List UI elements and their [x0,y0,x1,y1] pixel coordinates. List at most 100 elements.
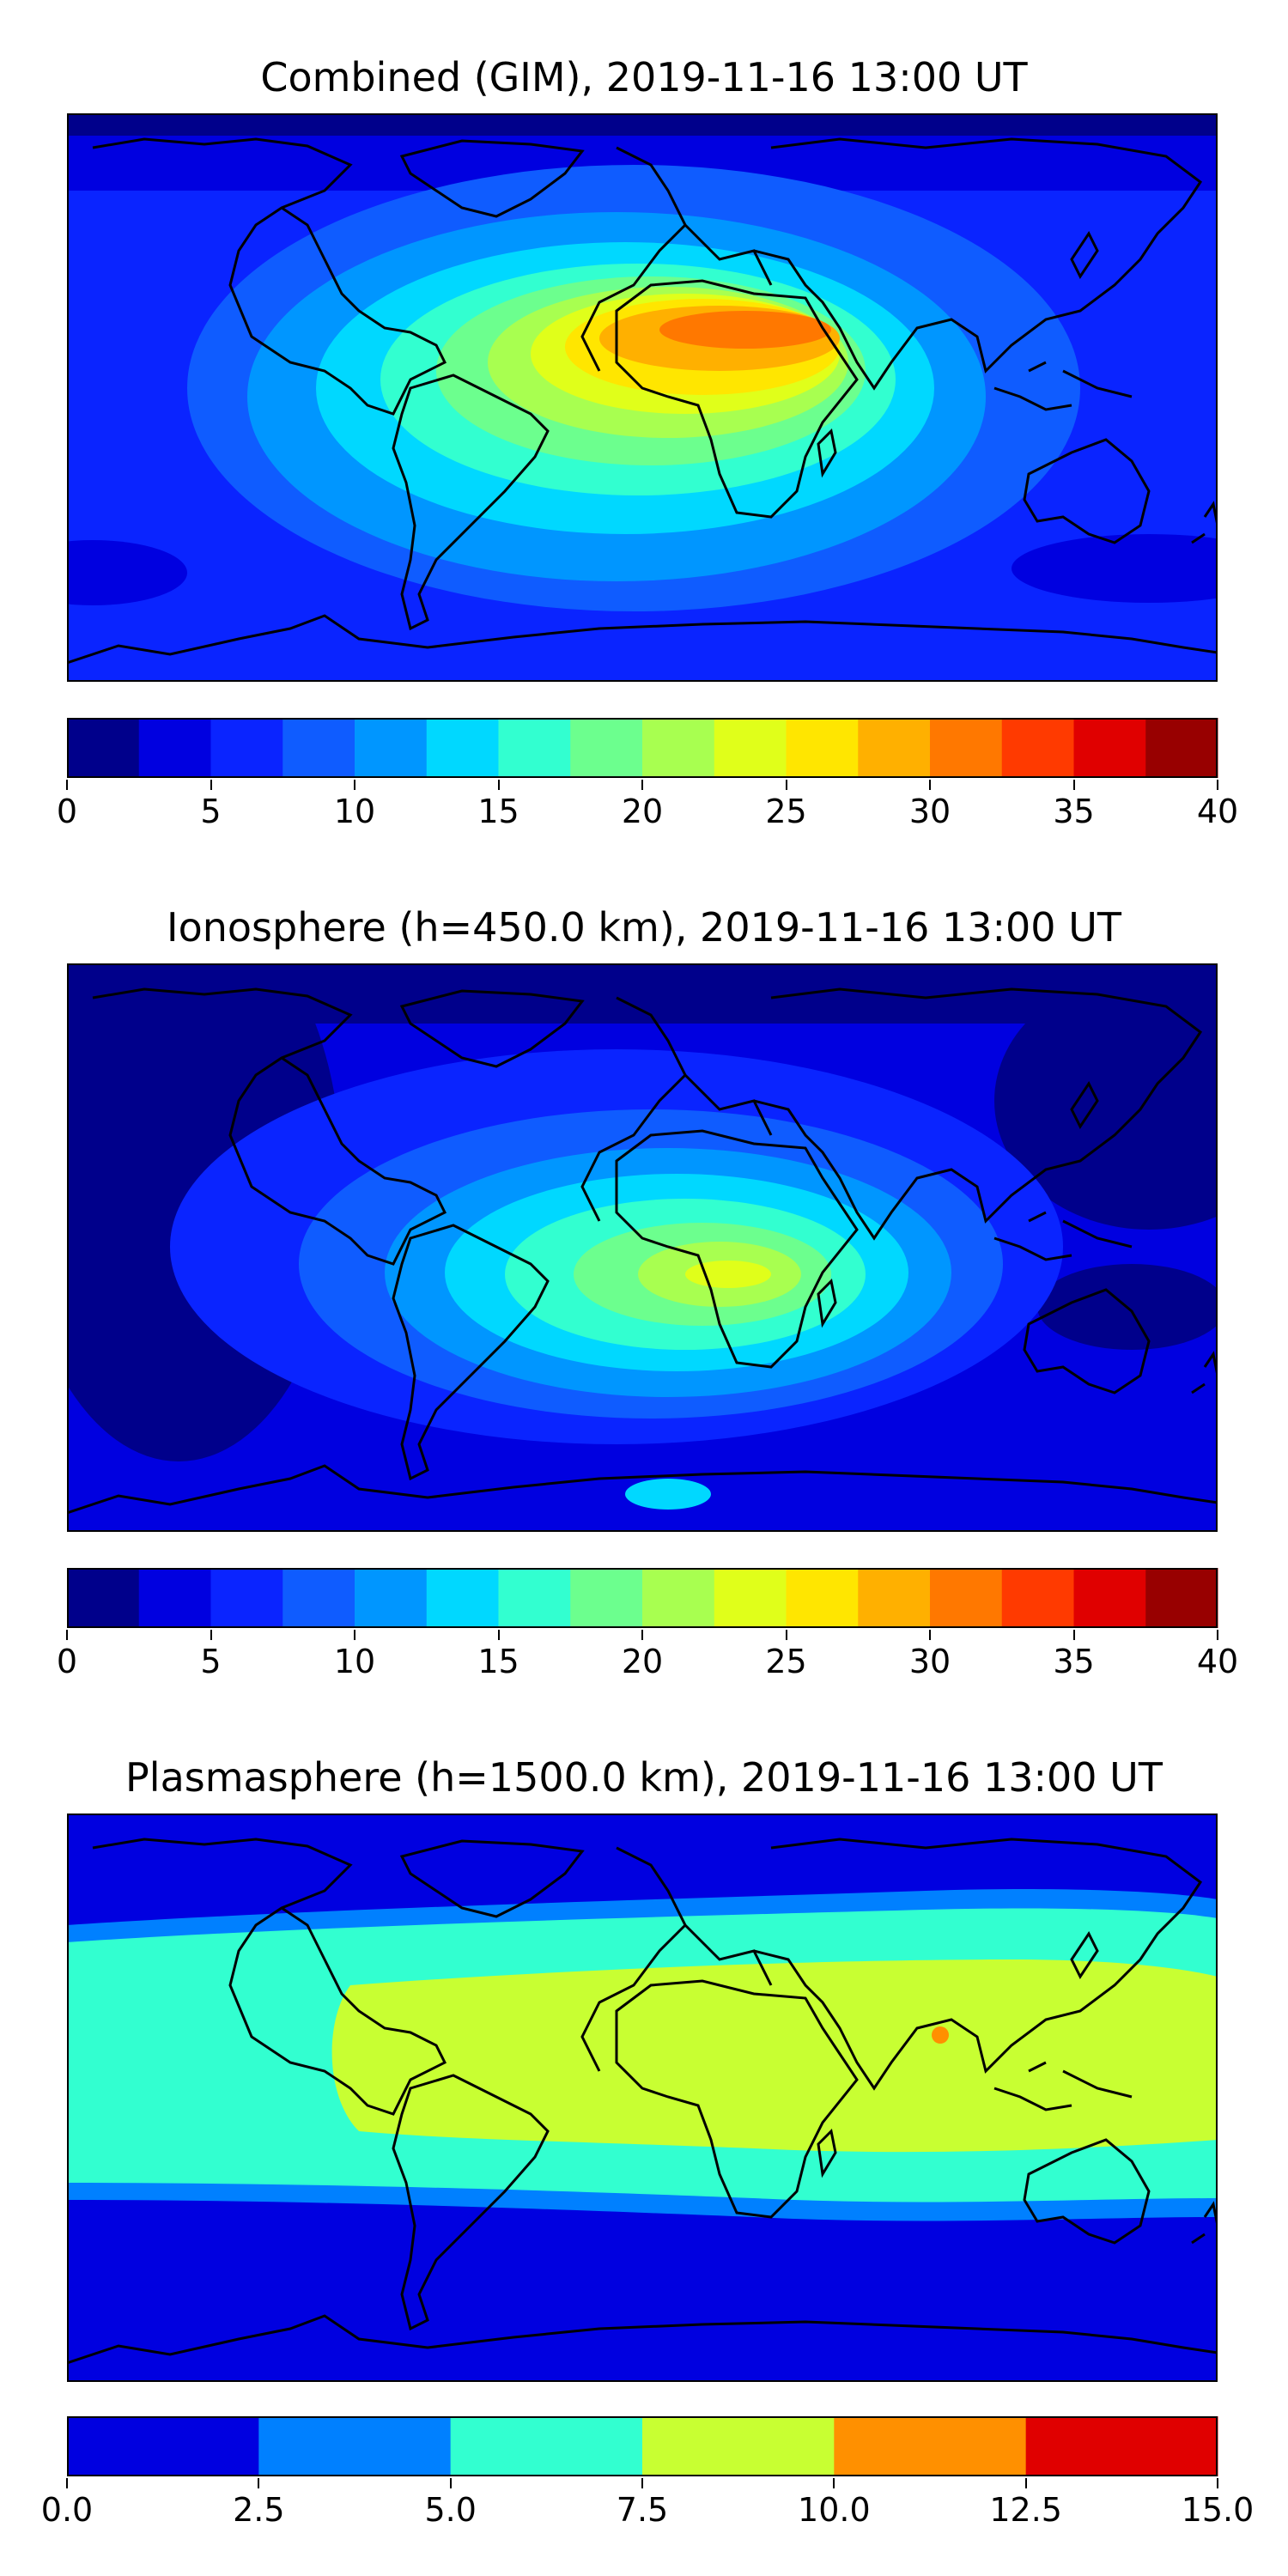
colorbar-tick-mark [1217,2478,1218,2488]
colorbar-tick-mark [929,780,931,790]
colorbar-band [426,1568,499,1628]
colorbar-band [138,1568,211,1628]
colorbar-band [1073,1568,1146,1628]
colorbar-tick-label: 15 [477,1643,519,1680]
colorbar-band [355,1568,428,1628]
plasmasphere-map [67,1814,1218,2382]
colorbar-band [570,1568,643,1628]
colorbar-tick-label: 25 [765,793,807,830]
colorbar-tick-label: 35 [1053,1643,1095,1680]
colorbar-tick-mark [258,2478,260,2488]
colorbar-band [355,718,428,778]
colorbar-tick-label: 0 [56,793,78,830]
colorbar-tick-mark [641,1630,643,1640]
colorbar-band [1073,718,1146,778]
colorbar-band [67,1568,140,1628]
colorbar-tick-mark [1072,780,1075,790]
colorbar-tick-label: 5 [200,793,222,830]
colorbar-band [67,718,140,778]
colorbar-tick-label: 20 [621,1643,664,1680]
plasmasphere-colorbar [67,2416,1218,2476]
colorbar-tick-label: 0 [56,1643,78,1680]
colorbar-tick-label: 10.0 [798,2491,871,2529]
colorbar-band [1145,718,1218,778]
colorbar-band [642,2416,835,2476]
colorbar-tick-label: 0.0 [40,2491,94,2529]
colorbar-tick-mark [354,1630,355,1640]
combined-colorbar-ticks: 0 5 10 15 20 25 30 35 40 [0,780,1288,835]
colorbar-tick-label: 10 [333,793,376,830]
colorbar-band [67,2416,259,2476]
colorbar-tick-mark [449,2478,452,2488]
colorbar-band [258,2416,452,2476]
colorbar-tick-label: 40 [1196,793,1239,830]
ionosphere-colorbar [67,1568,1218,1628]
colorbar-band [642,718,715,778]
colorbar-band [930,718,1003,778]
colorbar-band [858,718,931,778]
colorbar-tick-label: 40 [1196,1643,1239,1680]
colorbar-tick-mark [929,1630,931,1640]
colorbar-tick-mark [1024,2478,1027,2488]
colorbar-band [570,718,643,778]
colorbar-tick-label: 20 [621,793,664,830]
colorbar-tick-mark [66,2478,68,2488]
colorbar-tick-mark [1217,1630,1218,1640]
colorbar-tick-label: 5 [200,1643,222,1680]
colorbar-tick-mark [785,780,787,790]
colorbar-band [1001,718,1074,778]
colorbar-tick-label: 12.5 [989,2491,1062,2529]
colorbar-band [1145,1568,1218,1628]
colorbar-band [498,718,571,778]
colorbar-band [642,1568,715,1628]
colorbar-tick-mark [66,1630,68,1640]
colorbar-band [210,1568,283,1628]
colorbar-tick-label: 5.0 [424,2491,477,2529]
colorbar-tick-mark [641,780,643,790]
colorbar-tick-label: 10 [333,1643,376,1680]
combined-map [67,113,1218,682]
colorbar-band [1001,1568,1074,1628]
colorbar-tick-mark [1072,1630,1075,1640]
ionosphere-map-title: Ionosphere (h=450.0 km), 2019-11-16 13:0… [167,904,1121,951]
colorbar-tick-label: 15.0 [1181,2491,1255,2529]
plasmasphere-colorbar-ticks: 0.0 2.5 5.0 7.5 10.0 12.5 15.0 [0,2478,1288,2533]
plasmasphere-map-title: Plasmasphere (h=1500.0 km), 2019-11-16 1… [125,1754,1163,1801]
colorbar-band [786,718,859,778]
colorbar-band [1025,2416,1218,2476]
combined-colorbar [67,718,1218,778]
colorbar-tick-mark [785,1630,787,1640]
ionosphere-map [67,963,1218,1532]
ionosphere-colorbar-ticks: 0 5 10 15 20 25 30 35 40 [0,1630,1288,1685]
colorbar-tick-label: 15 [477,793,519,830]
colorbar-tick-mark [354,780,355,790]
colorbar-band [138,718,211,778]
colorbar-tick-mark [210,1630,212,1640]
colorbar-tick-label: 35 [1053,793,1095,830]
colorbar-band [930,1568,1003,1628]
colorbar-band [283,718,355,778]
colorbar-tick-mark [1217,780,1218,790]
colorbar-tick-mark [833,2478,835,2488]
colorbar-tick-label: 30 [908,793,951,830]
colorbar-band [714,718,787,778]
colorbar-tick-mark [66,780,68,790]
colorbar-band [498,1568,571,1628]
combined-map-title: Combined (GIM), 2019-11-16 13:00 UT [260,54,1028,100]
colorbar-tick-label: 25 [765,1643,807,1680]
colorbar-tick-label: 2.5 [233,2491,285,2529]
colorbar-band [283,1568,355,1628]
colorbar-band [834,2416,1027,2476]
colorbar-tick-mark [497,1630,500,1640]
colorbar-tick-label: 30 [908,1643,951,1680]
colorbar-band [450,2416,643,2476]
colorbar-band [714,1568,787,1628]
colorbar-band [786,1568,859,1628]
colorbar-band [426,718,499,778]
colorbar-band [210,718,283,778]
colorbar-tick-mark [641,2478,643,2488]
colorbar-tick-mark [497,780,500,790]
colorbar-band [858,1568,931,1628]
colorbar-tick-label: 7.5 [616,2491,669,2529]
colorbar-tick-mark [210,780,212,790]
